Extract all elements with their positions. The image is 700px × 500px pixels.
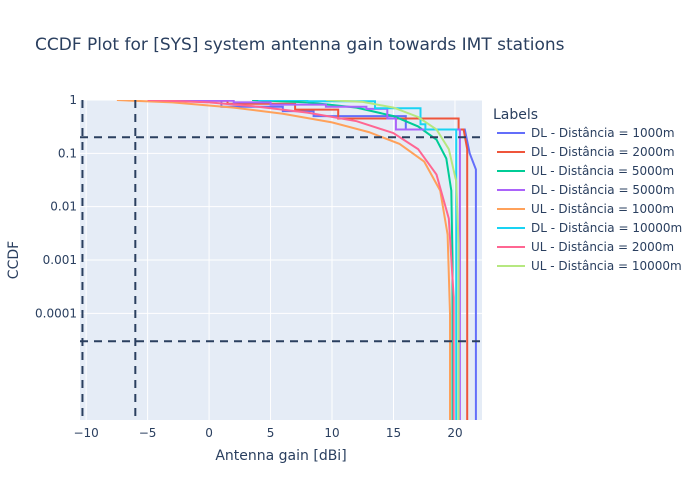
series-line-3	[252, 100, 454, 420]
x-tick-label: 15	[386, 426, 401, 440]
legend-item[interactable]: DL - Distância = 1000m	[497, 126, 675, 140]
y-axis-ticks: 1 0.1 0.01 0.001 0.0001	[35, 93, 77, 320]
x-axis-title: Antenna gain [dBi]	[215, 448, 346, 464]
series-layer	[116, 100, 477, 420]
legend-label: UL - Distância = 2000m	[531, 240, 674, 254]
legend-label: DL - Distância = 10000m	[531, 221, 682, 235]
legend-item[interactable]: UL - Distância = 5000m	[497, 164, 674, 178]
x-tick-label: 5	[267, 426, 275, 440]
series-line-4	[158, 100, 461, 420]
x-tick-label: 0	[205, 426, 213, 440]
x-tick-label: −5	[139, 426, 157, 440]
legend-label: UL - Distância = 10000m	[531, 259, 682, 273]
grid-lines	[80, 99, 482, 420]
series-line-7	[147, 100, 455, 420]
legend-label: UL - Distância = 5000m	[531, 164, 674, 178]
y-tick-label: 1	[69, 93, 77, 107]
legend-label: UL - Distância = 1000m	[531, 202, 674, 216]
chart-title: CCDF Plot for [SYS] system antenna gain …	[35, 35, 565, 55]
reference-lines	[80, 100, 482, 420]
x-tick-label: 10	[324, 426, 339, 440]
y-tick-label: 0.0001	[35, 306, 77, 320]
y-tick-label: 0.1	[58, 146, 77, 160]
x-tick-label: 20	[447, 426, 462, 440]
x-axis-ticks: −10 −5 0 5 10 15 20	[73, 426, 462, 440]
legend-item[interactable]: DL - Distância = 2000m	[497, 145, 675, 159]
legend-item[interactable]: DL - Distância = 5000m	[497, 183, 675, 197]
legend[interactable]: Labels DL - Distância = 1000m DL - Distân…	[493, 107, 682, 273]
y-axis-title: CCDF	[6, 241, 22, 279]
legend-item[interactable]: UL - Distância = 2000m	[497, 240, 674, 254]
legend-title: Labels	[493, 107, 538, 123]
y-tick-label: 0.001	[43, 253, 77, 267]
x-tick-label: −10	[73, 426, 98, 440]
legend-item[interactable]: UL - Distância = 1000m	[497, 202, 674, 216]
series-line-5	[116, 100, 451, 420]
legend-label: DL - Distância = 5000m	[531, 183, 675, 197]
legend-label: DL - Distância = 1000m	[531, 126, 675, 140]
series-line-8	[325, 100, 460, 420]
legend-item[interactable]: DL - Distância = 10000m	[497, 221, 682, 235]
legend-label: DL - Distância = 2000m	[531, 145, 675, 159]
y-tick-label: 0.01	[50, 200, 77, 214]
legend-item[interactable]: UL - Distância = 10000m	[497, 259, 682, 273]
